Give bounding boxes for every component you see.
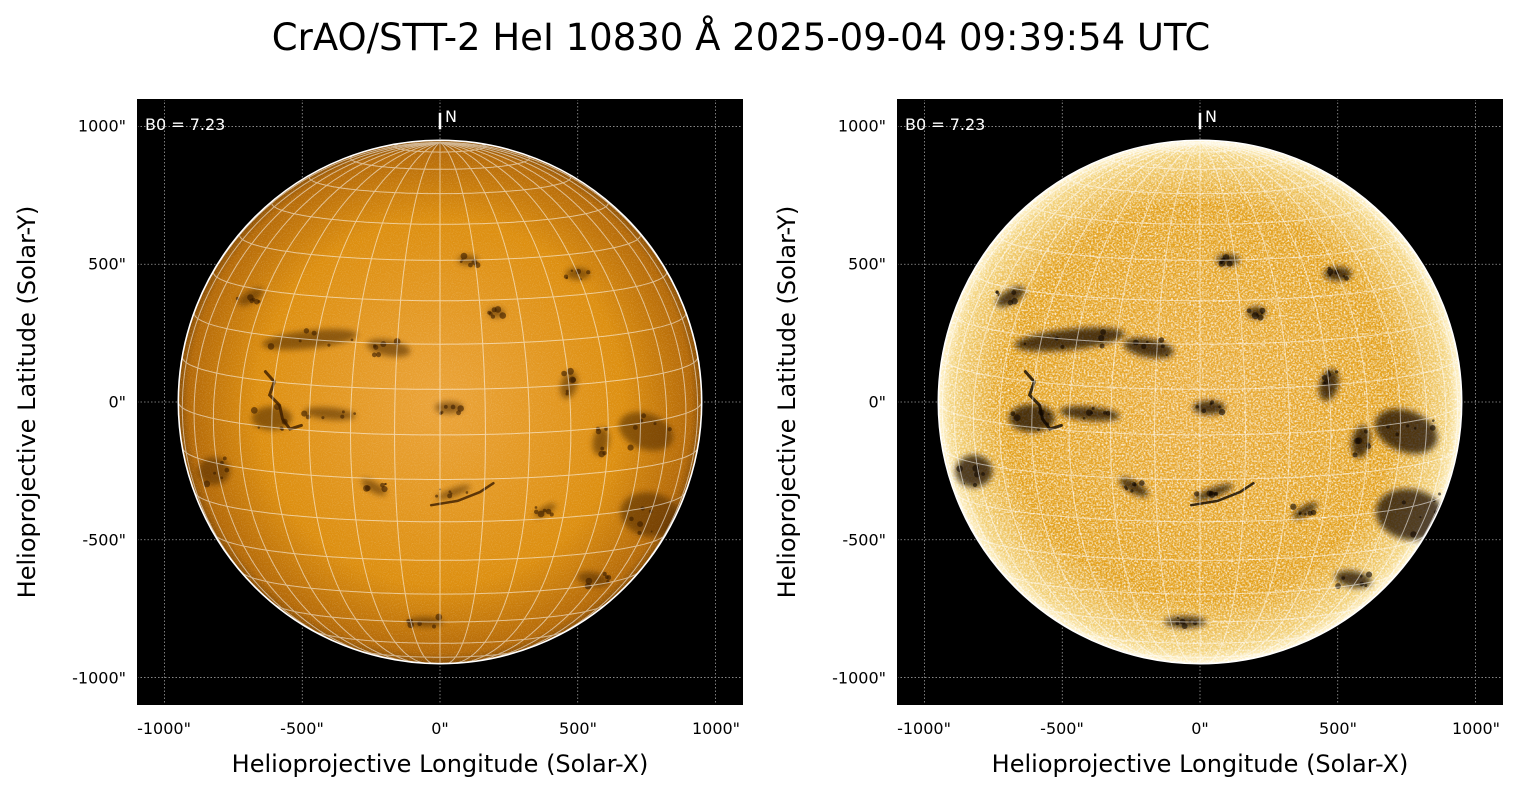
right-plot-area — [897, 99, 1503, 705]
solar-disk — [178, 140, 702, 664]
left-x-axis-label: Helioprojective Longitude (Solar-X) — [231, 750, 649, 778]
right-y-tick-1000: 1000" — [837, 116, 886, 136]
left-y-tick-0: 0" — [108, 392, 126, 412]
right-x-tick-0: 0" — [1191, 719, 1209, 738]
left-y-tick-500: 500" — [88, 254, 126, 274]
right-solar-image — [897, 99, 1503, 705]
right-x-tick-1000: 1000" — [1451, 719, 1501, 738]
left-y-axis-label: Helioprojective Latitude (Solar-Y) — [13, 205, 41, 599]
left-x-tick-500: 500" — [559, 719, 597, 738]
solar-disk — [938, 140, 1462, 664]
left-y-tick-minus500: -500" — [82, 530, 126, 550]
solar-limb — [937, 139, 1463, 665]
right-x-tick-500: 500" — [1319, 719, 1357, 738]
left-b0-label: B0 = 7.23 — [145, 115, 226, 134]
left-plot-area — [137, 99, 743, 705]
axis-grid — [137, 99, 743, 705]
right-y-axis-label: Helioprojective Latitude (Solar-Y) — [773, 205, 801, 599]
plot-background — [897, 99, 1503, 705]
plot-background — [137, 99, 743, 705]
heliographic-grid — [177, 141, 703, 665]
right-y-tick-0: 0" — [868, 392, 886, 412]
left-north-label: N — [445, 107, 457, 126]
dark-features — [955, 254, 1445, 629]
plot-frame — [137, 99, 743, 705]
right-y-tick-minus500: -500" — [842, 530, 886, 550]
left-x-tick-minus500: -500" — [280, 719, 324, 738]
right-x-axis-label: Helioprojective Longitude (Solar-X) — [991, 750, 1409, 778]
axis-grid — [897, 99, 1503, 705]
figure-title: CrAO/STT-2 HeI 10830 Å 2025-09-04 09:39:… — [271, 16, 1211, 59]
right-y-tick-minus1000: -1000" — [832, 668, 886, 688]
dark-features — [197, 252, 680, 629]
left-x-tick-minus1000: -1000" — [137, 719, 191, 738]
left-solar-image — [137, 99, 743, 705]
left-y-tick-minus1000: -1000" — [72, 668, 126, 688]
left-y-tick-1000: 1000" — [77, 116, 126, 136]
right-b0-label: B0 = 7.23 — [905, 115, 986, 134]
right-y-tick-500: 500" — [848, 254, 886, 274]
plot-frame — [897, 99, 1503, 705]
left-x-tick-0: 0" — [431, 719, 449, 738]
right-north-label: N — [1205, 107, 1217, 126]
right-x-tick-minus1000: -1000" — [897, 719, 951, 738]
left-x-tick-1000: 1000" — [691, 719, 741, 738]
solar-limb — [177, 139, 703, 665]
right-x-tick-minus500: -500" — [1040, 719, 1084, 738]
heliographic-grid — [937, 141, 1463, 665]
